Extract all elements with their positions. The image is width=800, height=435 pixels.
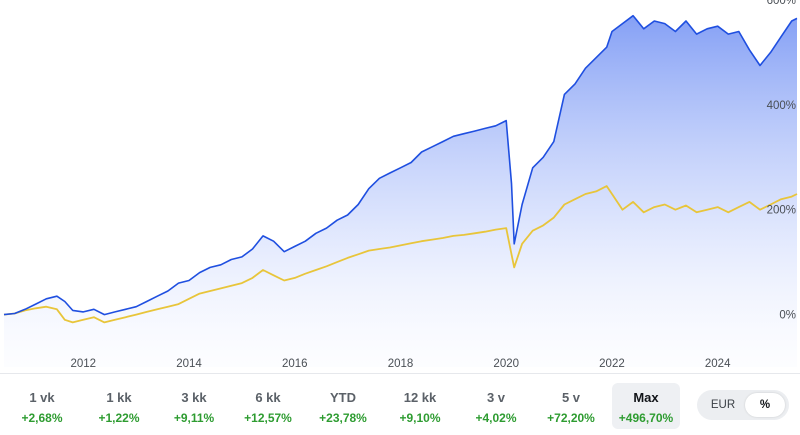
- range-label: 3 kk: [181, 390, 207, 405]
- range-change: +12,57%: [244, 411, 292, 425]
- line-layer: [3, 14, 798, 324]
- range-bar: 1 vk +2,68% 1 kk +1,22% 3 kk +9,11% 6 kk…: [0, 373, 800, 435]
- x-tick-label: 2014: [176, 358, 202, 370]
- range-button-1-week[interactable]: 1 vk +2,68%: [8, 383, 76, 429]
- x-tick-label: 2024: [705, 358, 731, 370]
- range-button-5-years[interactable]: 5 v +72,20%: [537, 383, 605, 429]
- range-label: YTD: [330, 390, 356, 405]
- range-change: +9,11%: [173, 411, 215, 425]
- range-button-6-months[interactable]: 6 kk +12,57%: [234, 383, 302, 429]
- performance-chart: 0%200%400%600% 2012 2014 2016 2018 2020 2022 2…: [3, 0, 798, 370]
- range-label: 1 vk: [29, 390, 55, 405]
- range-label: 1 kk: [106, 390, 132, 405]
- unit-toggle: EUR %: [697, 390, 789, 420]
- series-area: [4, 15, 797, 367]
- x-tick-label: 2020: [493, 358, 519, 370]
- y-axis: 0% 200% 400% 600%: [767, 0, 796, 322]
- range-button-ytd[interactable]: YTD +23,78%: [309, 383, 377, 429]
- toggle-percent[interactable]: %: [745, 393, 785, 417]
- range-label: 12 kk: [403, 390, 437, 405]
- y-tick-label: 200%: [767, 205, 796, 217]
- range-button-12-months[interactable]: 12 kk +9,10%: [386, 383, 454, 429]
- range-label: 3 v: [486, 390, 506, 405]
- range-change: +2,68%: [21, 411, 63, 425]
- range-change: +1,22%: [98, 411, 140, 425]
- range-change: +4,02%: [475, 411, 517, 425]
- series-line-1: [3, 14, 798, 316]
- series-line-2: [3, 185, 798, 324]
- x-tick-label: 2016: [282, 358, 308, 370]
- range-label: 6 kk: [255, 390, 281, 405]
- y-tick-label: 0%: [779, 310, 796, 322]
- range-button-max[interactable]: Max +496,70%: [612, 383, 680, 429]
- y-tick-label: 600%: [767, 0, 796, 7]
- range-label: Max: [633, 390, 659, 405]
- x-tick-label: 2018: [388, 358, 414, 370]
- range-label: 5 v: [561, 390, 581, 405]
- x-tick-label: 2012: [71, 358, 97, 370]
- range-button-3-months[interactable]: 3 kk +9,11%: [160, 383, 228, 429]
- range-change: +496,70%: [618, 411, 674, 425]
- range-button-1-month[interactable]: 1 kk +1,22%: [85, 383, 153, 429]
- y-tick-label: 400%: [767, 100, 796, 112]
- toggle-eur[interactable]: EUR: [710, 399, 736, 411]
- range-change: +72,20%: [547, 411, 595, 425]
- range-change: +9,10%: [399, 411, 441, 425]
- range-button-3-years[interactable]: 3 v +4,02%: [462, 383, 530, 429]
- x-axis: 2012 2014 2016 2018 2020 2022 2024: [71, 358, 732, 370]
- area-layer: [4, 15, 797, 367]
- range-change: +23,78%: [319, 411, 367, 425]
- x-tick-label: 2022: [599, 358, 625, 370]
